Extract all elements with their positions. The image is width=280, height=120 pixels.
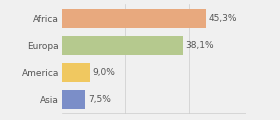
Text: 38,1%: 38,1% xyxy=(185,41,214,50)
Text: 45,3%: 45,3% xyxy=(208,14,237,23)
Text: 7,5%: 7,5% xyxy=(88,95,111,104)
Text: 9,0%: 9,0% xyxy=(92,68,115,77)
Bar xyxy=(62,90,85,109)
Bar xyxy=(62,63,90,82)
Bar xyxy=(62,9,206,28)
Bar xyxy=(62,36,183,55)
